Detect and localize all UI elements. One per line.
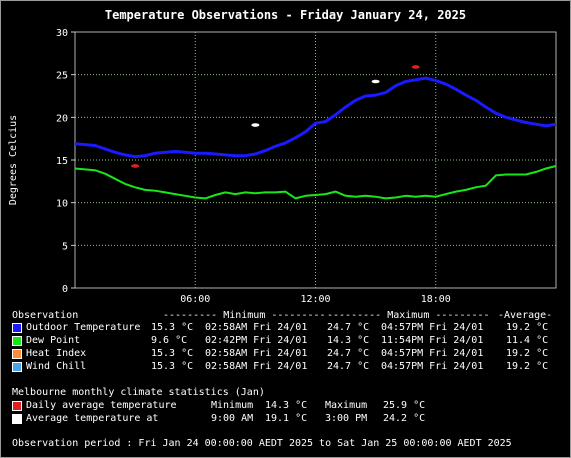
legend-max-time: 11:54PM Fri 24/01 xyxy=(381,335,484,346)
legend-min-time: 02:42PM Fri 24/01 xyxy=(205,335,308,346)
climate-label: Average temperature at xyxy=(26,413,159,424)
climate-a-label: 9:00 AM xyxy=(211,413,254,424)
x-tick-label: 18:00 xyxy=(421,294,451,305)
climate-b-label: 3:00 PM xyxy=(325,413,368,424)
legend-swatch xyxy=(12,336,22,346)
legend-label: Wind Chill xyxy=(26,361,87,372)
series-line-outdoor-temperature xyxy=(74,76,557,159)
y-tick-label: 30 xyxy=(56,28,68,39)
marker-daily-average-temperature xyxy=(131,164,140,168)
legend-swatch xyxy=(12,362,22,372)
y-tick-label: 5 xyxy=(62,241,68,252)
legend-max: 14.3 °C xyxy=(327,335,370,346)
legend-avg: 19.2 °C xyxy=(506,322,549,333)
climate-label: Daily average temperature xyxy=(26,400,177,411)
climate-a-value: 19.1 °C xyxy=(265,413,308,424)
y-tick-label: 15 xyxy=(56,156,68,167)
climate-a-label: Minimum xyxy=(211,400,254,411)
y-tick-label: 20 xyxy=(56,113,68,124)
legend-min-time: 02:58AM Fri 24/01 xyxy=(205,322,308,333)
y-axis-label: Degrees Celcius xyxy=(8,115,19,205)
legend-header-minimum: --------- Minimum --------- xyxy=(163,310,326,321)
legend-avg: 11.4 °C xyxy=(506,335,549,346)
legend-max: 24.7 °C xyxy=(327,322,370,333)
marker-average-temperature-at xyxy=(371,79,380,84)
climate-b-label: Maximum xyxy=(325,400,368,411)
climate-swatch xyxy=(12,401,22,411)
climate-swatch xyxy=(12,414,22,424)
y-tick-label: 25 xyxy=(56,71,68,82)
legend-min: 9.6 °C xyxy=(151,335,188,346)
observation-period: Observation period : Fri Jan 24 00:00:00… xyxy=(12,438,512,449)
legend-max-time: 04:57PM Fri 24/01 xyxy=(381,322,484,333)
legend-max: 24.7 °C xyxy=(327,361,370,372)
y-tick-label: 0 xyxy=(62,284,68,295)
climate-a-value: 14.3 °C xyxy=(265,400,308,411)
legend-avg: 19.2 °C xyxy=(506,361,549,372)
legend-min: 15.3 °C xyxy=(151,361,194,372)
legend-header-maximum: --------- Maximum --------- xyxy=(327,310,490,321)
legend-swatch xyxy=(12,349,22,359)
climate-b-value: 24.2 °C xyxy=(383,413,426,424)
legend-label: Heat Index xyxy=(26,348,87,359)
legend-min-time: 02:58AM Fri 24/01 xyxy=(205,348,308,359)
marker-daily-average-temperature xyxy=(411,65,420,69)
legend-label: Dew Point xyxy=(26,335,81,346)
climate-b-value: 25.9 °C xyxy=(383,400,426,411)
x-tick-label: 12:00 xyxy=(300,294,330,305)
legend-max-time: 04:57PM Fri 24/01 xyxy=(381,361,484,372)
series-line-dew-point xyxy=(74,165,557,200)
legend-max-time: 04:57PM Fri 24/01 xyxy=(381,348,484,359)
x-tick-label: 06:00 xyxy=(180,294,210,305)
legend-header-observation: Observation xyxy=(12,310,79,321)
legend-label: Outdoor Temperature xyxy=(26,322,141,333)
chart-title: Temperature Observations - Friday Januar… xyxy=(104,8,467,22)
legend-swatch xyxy=(12,323,22,333)
legend-avg: 19.2 °C xyxy=(506,348,549,359)
legend-max: 24.7 °C xyxy=(327,348,370,359)
legend-min: 15.3 °C xyxy=(151,348,194,359)
marker-average-temperature-at xyxy=(251,123,260,127)
y-tick-label: 10 xyxy=(56,199,68,210)
climate-heading: Melbourne monthly climate statistics (Ja… xyxy=(12,387,265,398)
legend-min: 15.3 °C xyxy=(151,322,194,333)
legend-min-time: 02:58AM Fri 24/01 xyxy=(205,361,308,372)
legend-header-average: -Average- xyxy=(498,310,553,321)
